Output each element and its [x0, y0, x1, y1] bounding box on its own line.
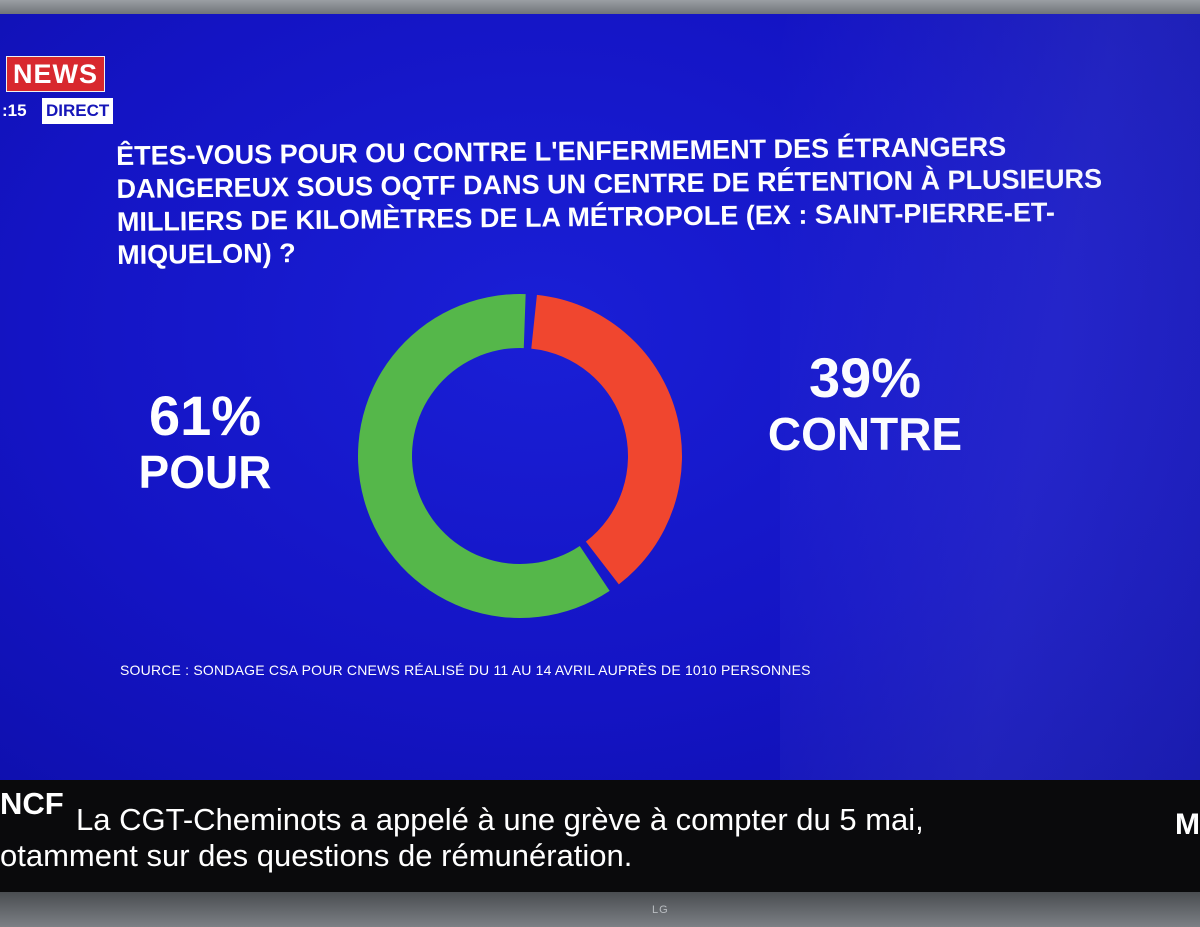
- ticker-line-2: otamment sur des questions de rémunérati…: [0, 838, 633, 873]
- contre-word: CONTRE: [767, 408, 963, 460]
- ticker-text: La CGT-Cheminots a appelé à une grève à …: [0, 802, 1160, 874]
- tv-bezel-bottom: [0, 892, 1200, 927]
- ticker-line-1: La CGT-Cheminots a appelé à une grève à …: [76, 802, 924, 837]
- ticker-tag: NCF: [0, 786, 64, 821]
- contre-percent: 39%: [808, 346, 922, 409]
- pour-label: 61% POUR: [120, 384, 290, 499]
- poll-question: ÊTES-VOUS POUR OU CONTRE L'ENFERMEMENT D…: [116, 131, 1103, 270]
- donut-chart: [358, 293, 682, 618]
- channel-logo: NEWS: [6, 56, 105, 92]
- contre-label: 39% CONTRE: [750, 346, 980, 461]
- clock-time: :15: [2, 101, 27, 120]
- donut-slice-pour: [358, 293, 610, 618]
- pour-percent: 61%: [148, 384, 262, 447]
- donut-slice-contre: [531, 294, 682, 585]
- live-badge: DIRECT: [42, 98, 114, 124]
- news-ticker: NCF La CGT-Cheminots a appelé à une grèv…: [0, 780, 1200, 892]
- ticker-edge-letter: M: [1175, 808, 1200, 841]
- tv-screen: NEWS :15 DIRECT ÊTES-VOUS POUR OU CONTRE…: [0, 14, 1200, 804]
- tv-brand-logo: LG: [652, 904, 669, 916]
- pour-word: POUR: [138, 446, 272, 498]
- source-note: SOURCE : SONDAGE CSA POUR CNEWS RÉALISÉ …: [120, 662, 811, 678]
